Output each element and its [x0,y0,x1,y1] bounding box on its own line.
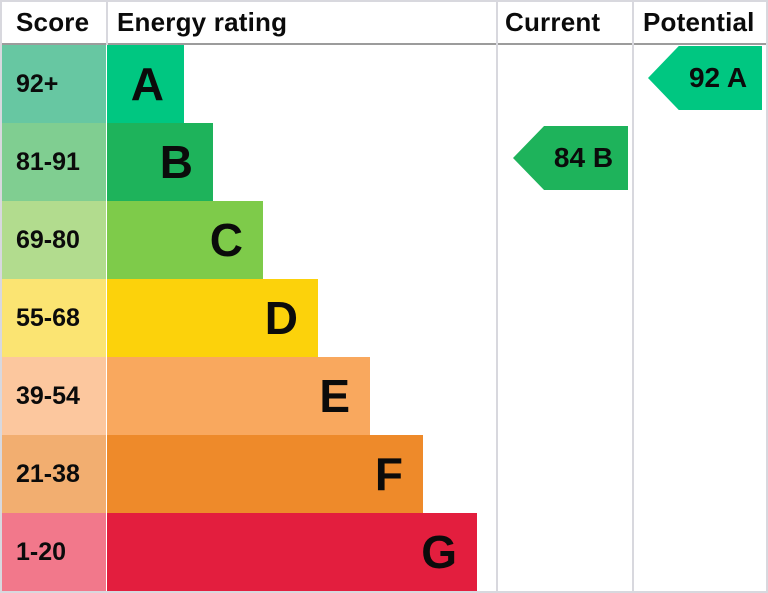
header-energy-rating: Energy rating [117,7,288,37]
band-row-a: 92+ A [2,45,766,123]
band-bar-d: D [107,279,318,357]
score-range-c: 69-80 [2,201,107,279]
band-bar-f: F [107,435,423,513]
score-range-e: 39-54 [2,357,107,435]
band-bar-e: E [107,357,370,435]
score-range-g: 1-20 [2,513,107,591]
score-range-b: 81-91 [2,123,107,201]
band-bar-c: C [107,201,263,279]
band-letter-g: G [421,526,457,578]
band-letter-f: F [374,448,403,500]
divider-current-potential [632,2,634,591]
header-current: Current [505,7,601,37]
band-letter-b: B [159,136,193,188]
divider-energy-current [496,2,498,591]
score-range-d: 55-68 [2,279,107,357]
score-range-a: 92+ [2,45,107,123]
header-score: Score [16,7,90,37]
divider-score-energy [106,2,108,45]
band-letter-c: C [209,214,243,266]
band-row-e: 39-54 E [2,357,766,435]
chart-header: Score Energy rating Current Potential [2,2,766,45]
band-bar-g: G [107,513,477,591]
potential-rating-arrow: 92 A [648,46,762,110]
band-row-f: 21-38 F [2,435,766,513]
band-bar-b: B [107,123,213,201]
header-potential: Potential [643,7,755,37]
band-row-b: 81-91 B [2,123,766,201]
band-rows: 92+ A 81-91 B 69-80 C 55-68 D 39-54 E 21… [2,45,766,591]
band-bar-a: A [107,45,184,123]
band-row-g: 1-20 G [2,513,766,591]
band-row-c: 69-80 C [2,201,766,279]
band-letter-a: A [130,58,164,110]
band-row-d: 55-68 D [2,279,766,357]
band-letter-e: E [319,370,350,422]
band-letter-d: D [264,292,298,344]
score-range-f: 21-38 [2,435,107,513]
